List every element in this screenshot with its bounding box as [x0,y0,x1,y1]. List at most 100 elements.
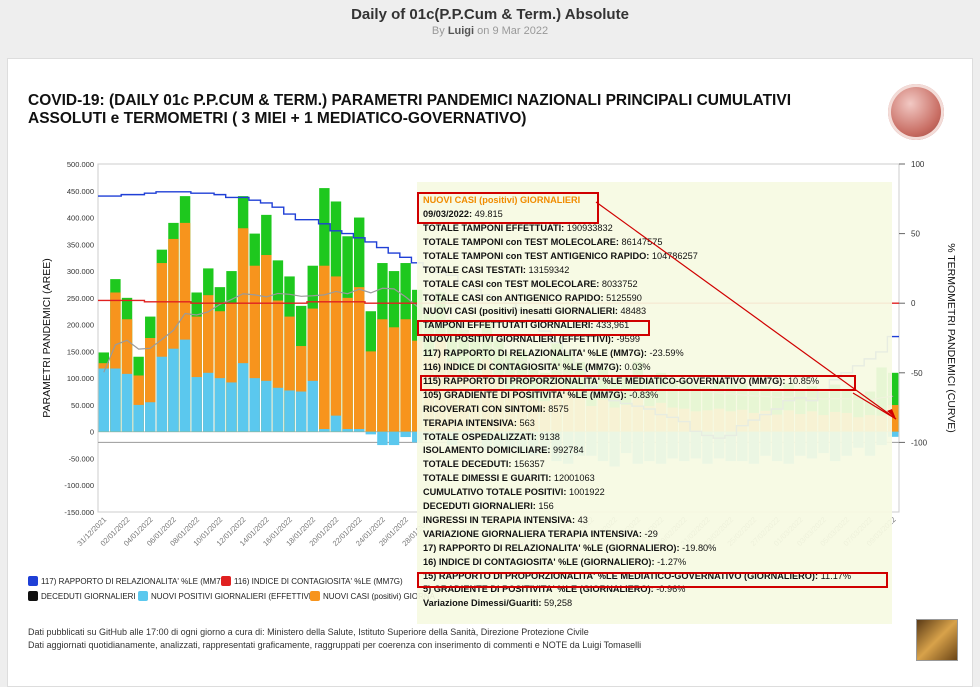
bar-nuovi-casi [203,295,214,432]
tooltip-row-value: 9138 [539,431,560,442]
tooltip-row-label: TAMPONI EFFETTUTATI GIORNALIERI: [423,320,597,331]
y-left-tick-label: 500.000 [67,160,94,169]
bar-nuovi-positivi [133,404,144,432]
bar-nuovi-positivi [226,382,237,432]
bar-nuovi-casi [249,265,260,432]
bar-nuovi-casi [319,265,330,432]
tooltip-row-label: NUOVI POSITIVI GIORNALIERI (EFFETTIVI): [423,334,617,345]
tooltip-row-label: TOTALE CASI con ANTIGENICO RAPIDO: [423,292,607,303]
bar-nuovi-casi [145,338,156,432]
bar-nuovi-positivi [307,380,318,432]
tooltip-row-label: TERAPIA INTENSIVA: [423,417,520,428]
highlight-box-proporzionalita-giornaliero [417,572,888,588]
tooltip-row-value: 0.03% [624,362,651,372]
bar-nuovi-casi [110,292,121,432]
coronavirus-image [888,84,944,140]
tooltip-row: VARIAZIONE GIORNALIERA TERAPIA INTENSIVA… [423,529,658,539]
bar-nuovi-casi [377,319,388,432]
tooltip-row: 105) GRADIENTE DI POSITIVITA' %LE (MM7G)… [423,390,658,400]
tooltip-row: 16) INDICE DI CONTAGIOSITA' %LE (GIORNAL… [423,557,686,567]
tooltip-row-value: -19.80% [682,542,717,553]
y-left-tick-label: 250.000 [67,294,94,303]
tooltip-row-value: 8033752 [601,278,638,289]
tooltip-row: 116) INDICE DI CONTAGIOSITA' %LE (MM7G):… [423,362,651,372]
bar-nuovi-positivi [214,378,226,432]
tooltip-row-label: VARIAZIONE GIORNALIERA TERAPIA INTENSIVA… [423,528,645,539]
y-left-tick-label: -100.000 [64,481,94,490]
bar-nuovi-positivi [168,348,179,432]
legend-item-nuovi-positivi[interactable]: NUOVI POSITIVI GIORNALIERI (EFFETTIVI) [138,591,314,601]
tooltip-row-label: 105) GRADIENTE DI POSITIVITA' %LE (MM7G)… [423,389,630,400]
y-left-tick-label: 100.000 [67,374,94,383]
y-right-tick-label: -50 [911,369,923,378]
bar-nuovi-positivi [887,431,899,437]
highlight-box-proporzionalita-mm7g [420,375,856,391]
tooltip-date-line: 09/03/2022: 49.815 [423,209,503,219]
bar-nuovi-casi [191,316,202,432]
tooltip-row-label: NUOVI CASI (positivi) inesatti GIORNALIE… [423,306,621,317]
bar-nuovi-positivi [203,372,214,432]
tooltip-row-label: CUMULATIVO TOTALE POSITIVI: [423,487,569,498]
tooltip-row-value: 13159342 [528,264,570,275]
tooltip-row: TOTALE TAMPONI con TEST MOLECOLARE: 8614… [423,237,662,247]
byline-date: on 9 Mar 2022 [477,25,549,37]
legend-swatch [138,591,148,601]
legend-item-nuovi-casi[interactable]: NUOVI CASI (positivi) GIORNA [310,591,435,601]
tooltip-row-value: -23.59% [649,348,684,359]
y-left-tick-label: -150.000 [64,508,94,517]
tooltip-row-label: TOTALE DIMESSI E GUARITI: [423,473,554,484]
bar-nuovi-casi [342,297,353,432]
tooltip-row: CUMULATIVO TOTALE POSITIVI: 1001922 [423,487,605,497]
tooltip-row: 17) RAPPORTO DI RELAZIONALITA' %LE (GIOR… [423,543,716,553]
tooltip-row-value: 992784 [552,445,584,456]
y-right-tick-label: 0 [911,299,916,308]
tooltip-row-label: ISOLAMENTO DOMICILIARE: [423,445,553,456]
legend-item-contagiosita[interactable]: 116) INDICE DI CONTAGIOSITA' %LE (MM7G) [221,576,403,586]
legend-item-deceduti[interactable]: DECEDUTI GIORNALIERI [28,591,136,601]
y-left-tick-label: 0 [90,428,94,437]
bar-nuovi-casi [261,255,272,432]
byline-by: By [431,25,445,37]
bar-nuovi-positivi [400,431,411,438]
tooltip-row-label: 17) RAPPORTO DI RELAZIONALITA' %LE (GIOR… [423,542,683,553]
y-left-tick-label: -50.000 [69,454,94,463]
bar-nuovi-positivi [353,429,365,432]
tooltip-row-value: 5125590 [606,292,642,303]
y-left-tick-label: 450.000 [67,187,94,196]
tooltip-row-value: 86147575 [621,236,663,247]
y-left-tick-label: 300.000 [67,267,94,276]
tooltip-row-value: 104786257 [651,250,698,261]
tooltip-row-value: 8575 [548,403,569,414]
y-right-tick-label: 100 [911,160,925,169]
bar-nuovi-casi [179,222,191,432]
bar-nuovi-casi [365,351,377,432]
footer-line-2: Dati aggiornati quotidianamente, analizz… [28,640,642,650]
chart-legend: 117) RAPPORTO DI RELAZIONALITA' %LE (MM7… [28,576,448,606]
bar-nuovi-positivi [272,387,284,432]
footer-notes: Dati pubblicati su GitHub alle 17:00 di … [28,626,641,652]
tooltip-row-value: 11.17% [820,570,852,581]
author-link[interactable]: Luigi [447,25,475,37]
tooltip-row-value: 1001922 [568,487,605,498]
tooltip-row: INGRESSI IN TERAPIA INTENSIVA: 43 [423,515,588,525]
bar-nuovi-positivi [179,339,191,432]
tooltip-row-label: TOTALE OSPEDALIZZATI: [423,431,540,442]
tooltip-row: 15) RAPPORTO DI PROPORZIONALITA' %LE MED… [423,571,851,581]
tooltip-row-label: DECEDUTI GIORNALIERI: [423,501,539,511]
bar-nuovi-casi [214,311,226,432]
legend-swatch [221,576,231,586]
legend-item-relazionalita[interactable]: 117) RAPPORTO DI RELAZIONALITA' %LE (MM7… [28,576,230,586]
tooltip-row-label: 117) RAPPORTO DI RELAZIONALITA' %LE (MM7… [423,348,650,359]
tooltip-row-value: -29 [644,528,658,539]
bar-nuovi-positivi [237,363,249,432]
tooltip-row-label: 16) INDICE DI CONTAGIOSITA' %LE (GIORNAL… [423,556,658,567]
tooltip-row: TERAPIA INTENSIVA: 563 [423,418,535,428]
bar-nuovi-positivi [145,402,156,432]
bar-nuovi-positivi [365,431,377,435]
tooltip-row: Variazione Dimessi/Guariti: 59,258 [423,598,572,608]
bar-nuovi-positivi [261,380,272,432]
bar-nuovi-casi [400,319,411,432]
tooltip-row-label: RICOVERATI CON SINTOMI: [423,403,549,414]
bar-nuovi-casi [272,300,284,432]
bar-nuovi-casi [353,287,365,432]
